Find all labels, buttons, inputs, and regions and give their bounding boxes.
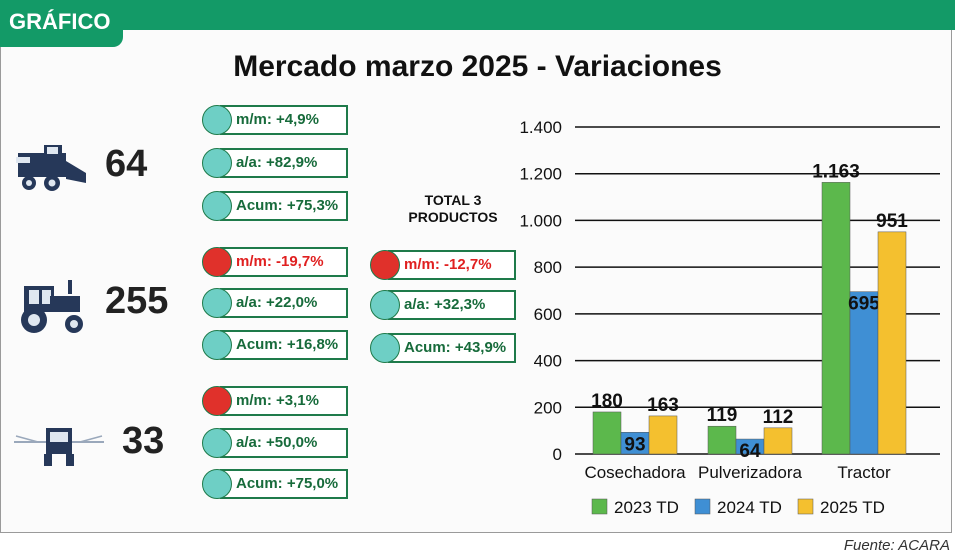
bar xyxy=(592,411,622,455)
stat-label: Acum: +43,9% xyxy=(404,339,507,356)
status-circle xyxy=(202,288,232,318)
stat-label: m/m: -12,7% xyxy=(404,256,492,273)
status-circle xyxy=(202,247,232,277)
page-title: Mercado marzo 2025 - Variaciones xyxy=(233,50,722,83)
machine-row-pulverizadora: 33 xyxy=(0,412,200,472)
machine-value: 64 xyxy=(105,143,148,185)
status-circle xyxy=(202,330,232,360)
stat-pill: m/m: +4,9% xyxy=(202,105,348,135)
y-tick-label: 600 xyxy=(534,305,562,324)
stat-pill: Acum: +75,0% xyxy=(202,469,348,499)
bar xyxy=(648,415,678,455)
stat-label: Acum: +75,0% xyxy=(236,475,339,492)
stat-pill: Acum: +16,8% xyxy=(202,330,348,360)
status-circle xyxy=(202,148,232,178)
total-title-line2: PRODUCTOS xyxy=(408,209,498,225)
legend-swatch xyxy=(797,498,814,515)
data-label: 112 xyxy=(763,407,794,428)
legend-swatch xyxy=(694,498,711,515)
data-label: 64 xyxy=(739,441,761,462)
x-tick-label: Pulverizadora xyxy=(698,463,802,482)
y-tick-label: 0 xyxy=(553,445,562,464)
section-tab-label: GRÁFICO xyxy=(9,9,111,34)
header-bar xyxy=(0,0,955,30)
status-circle xyxy=(370,250,400,280)
section-tab: GRÁFICO xyxy=(0,0,123,47)
legend-label: 2023 TD xyxy=(614,498,679,517)
status-circle xyxy=(202,469,232,499)
data-label: 1.163 xyxy=(812,161,860,182)
sprayer-icon xyxy=(14,428,104,466)
stat-pill: a/a: +22,0% xyxy=(202,288,348,318)
x-tick-label: Cosechadora xyxy=(584,463,686,482)
stat-label: m/m: +3,1% xyxy=(236,392,319,409)
stat-label: Acum: +75,3% xyxy=(236,197,339,214)
legend-label: 2024 TD xyxy=(717,498,782,517)
stat-label: m/m: +4,9% xyxy=(236,111,319,128)
total-stat-pill: a/a: +32,3% xyxy=(370,290,516,320)
x-tick-label: Tractor xyxy=(837,463,891,482)
bar xyxy=(763,427,793,455)
legend-swatch xyxy=(591,498,608,515)
status-circle xyxy=(202,428,232,458)
status-circle xyxy=(202,191,232,221)
bar xyxy=(707,425,737,455)
machine-value: 255 xyxy=(105,280,169,322)
status-circle xyxy=(370,290,400,320)
bar xyxy=(821,182,851,455)
total-stat-pill: Acum: +43,9% xyxy=(370,333,516,363)
stat-pill: m/m: +3,1% xyxy=(202,386,348,416)
y-tick-label: 1.200 xyxy=(519,165,562,184)
combine-harvester-icon xyxy=(16,145,86,191)
legend-label: 2025 TD xyxy=(820,498,885,517)
stat-label: a/a: +32,3% xyxy=(404,296,486,313)
data-label: 695 xyxy=(848,294,880,315)
stat-pill: Acum: +75,3% xyxy=(202,191,348,221)
data-label: 951 xyxy=(876,211,908,232)
y-tick-label: 1.400 xyxy=(519,118,562,137)
data-label: 163 xyxy=(647,395,679,416)
stat-pill: m/m: -19,7% xyxy=(202,247,348,277)
stat-label: m/m: -19,7% xyxy=(236,253,324,270)
status-circle xyxy=(202,386,232,416)
machine-row-cosechadora: 64 xyxy=(0,135,200,195)
stat-pill: a/a: +50,0% xyxy=(202,428,348,458)
y-tick-label: 400 xyxy=(534,352,562,371)
total-title-line1: TOTAL 3 xyxy=(424,192,482,208)
bar xyxy=(877,231,907,455)
total-title: TOTAL 3 PRODUCTOS xyxy=(388,192,518,226)
data-label: 93 xyxy=(624,434,645,455)
total-stat-pill: m/m: -12,7% xyxy=(370,250,516,280)
tractor-icon xyxy=(21,280,83,333)
y-tick-label: 200 xyxy=(534,398,562,417)
machine-row-tractor: 255 xyxy=(0,272,200,333)
machine-value: 33 xyxy=(122,420,165,462)
status-circle xyxy=(202,105,232,135)
data-label: 119 xyxy=(707,405,738,426)
data-label: 180 xyxy=(591,391,623,412)
bar xyxy=(849,291,879,455)
stat-label: a/a: +50,0% xyxy=(236,434,318,451)
stat-label: Acum: +16,8% xyxy=(236,336,339,353)
stat-pill: a/a: +82,9% xyxy=(202,148,348,178)
status-circle xyxy=(370,333,400,363)
y-tick-label: 800 xyxy=(534,258,562,277)
stat-label: a/a: +22,0% xyxy=(236,294,318,311)
y-tick-label: 1.000 xyxy=(519,211,562,230)
source-note: Fuente: ACARA xyxy=(843,537,950,554)
stat-label: a/a: +82,9% xyxy=(236,154,318,171)
